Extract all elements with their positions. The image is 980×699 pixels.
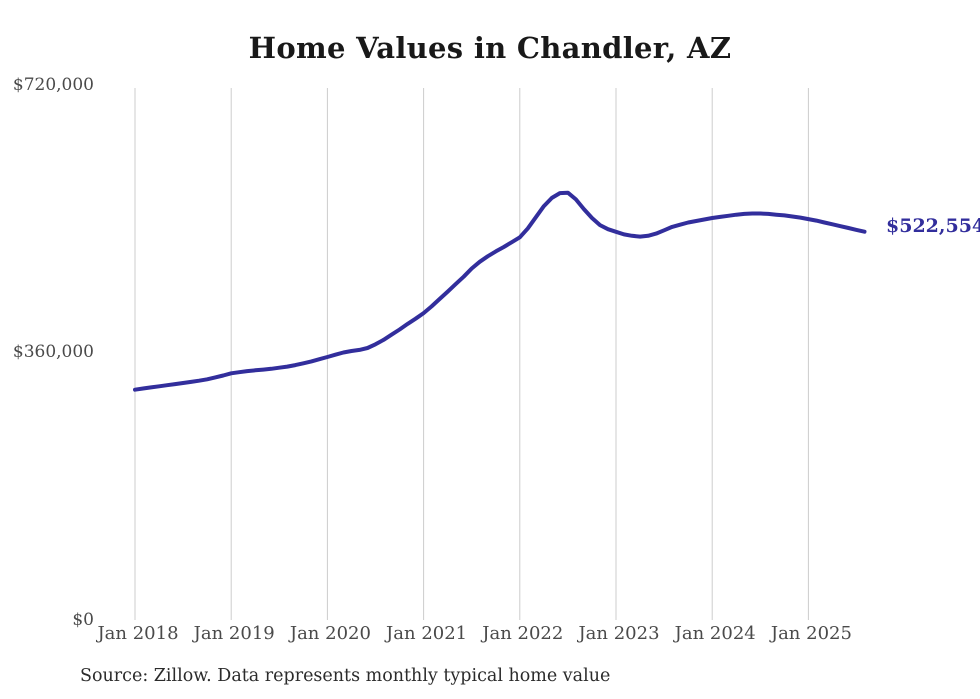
x-axis-label-2021: Jan 2021	[386, 623, 468, 644]
home-value-line	[133, 190, 867, 392]
y-axis-label-720000: $720,000	[12, 75, 94, 95]
x-axis-label-2022: Jan 2022	[482, 623, 564, 644]
x-axis-label-2019: Jan 2019	[193, 623, 275, 644]
x-axis-label-2018: Jan 2018	[97, 623, 179, 644]
x-axis-label-2023: Jan 2023	[578, 623, 660, 644]
source-note: Source: Zillow. Data represents monthly …	[80, 666, 611, 686]
current-value-label: $522,554	[886, 215, 980, 237]
x-axis-label-2020: Jan 2020	[289, 623, 371, 644]
y-axis-label-360000: $360,000	[12, 342, 94, 362]
x-axis-label-2025: Jan 2025	[770, 623, 852, 644]
y-axis-label-0: $0	[72, 610, 94, 630]
chart-title: Home Values in Chandler, AZ	[248, 31, 732, 65]
year-gridlines	[134, 88, 809, 620]
x-axis-label-2024: Jan 2024	[674, 623, 756, 644]
